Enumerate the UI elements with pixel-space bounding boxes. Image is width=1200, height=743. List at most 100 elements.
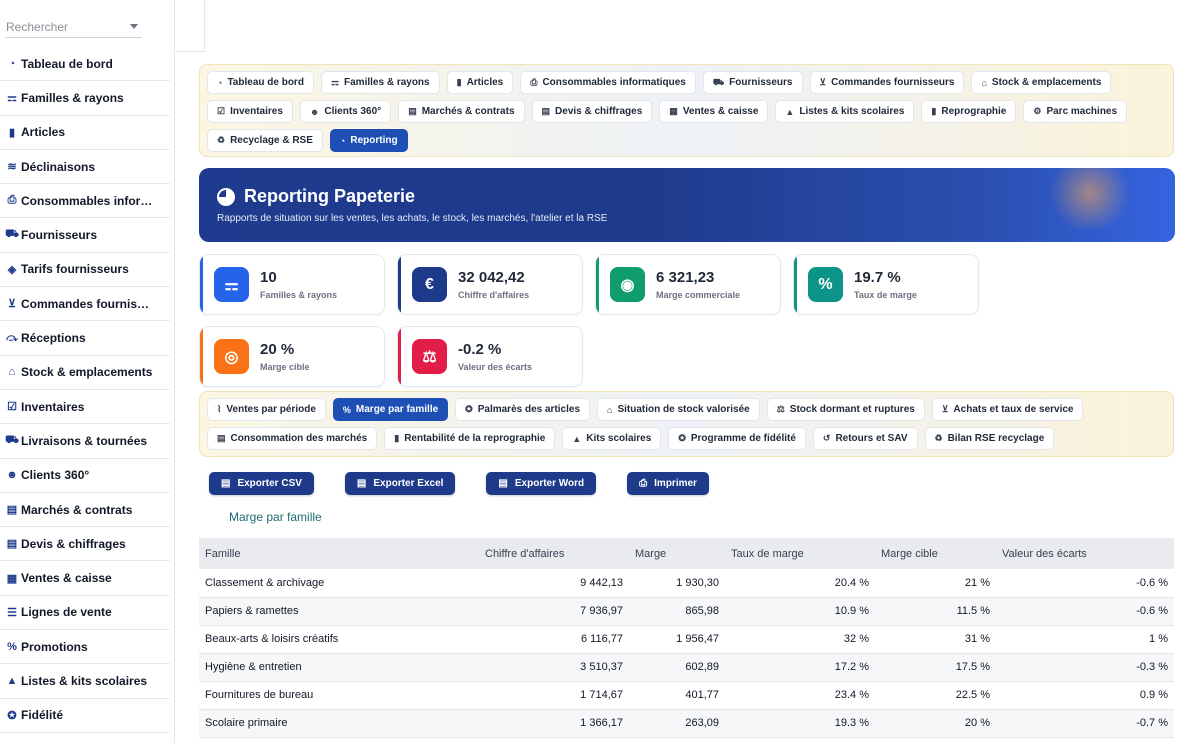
sidebar-item[interactable]: ⌂ Stock & emplacements: [0, 356, 170, 390]
module-tab[interactable]: ▮ Reprographie: [921, 100, 1017, 123]
warehouse-icon: ⌂: [8, 366, 16, 379]
report-tab[interactable]: ▮ Rentabilité de la reprographie: [384, 427, 556, 450]
kpi-value: 19.7 %: [854, 269, 901, 286]
cart-icon: ⊻: [7, 298, 17, 311]
table-cell: 17.5 %: [955, 661, 990, 673]
sidebar-item[interactable]: ⚎ Familles & rayons: [0, 81, 170, 116]
sidebar-item[interactable]: ✪ Fidélité: [0, 699, 170, 733]
sidebar-item[interactable]: ▤ Devis & chiffrages: [0, 527, 170, 562]
module-tab[interactable]: ☻ Clients 360°: [299, 100, 392, 123]
module-tab[interactable]: ▦ Ventes & caisse: [659, 100, 769, 123]
award-icon: ✪: [465, 404, 473, 414]
report-tab[interactable]: ▲ Kits scolaires: [562, 427, 662, 450]
export-button[interactable]: ⎙ Imprimer: [627, 472, 709, 495]
export-button[interactable]: ▤ Exporter CSV: [209, 472, 314, 495]
table-cell: Scolaire primaire: [205, 717, 288, 729]
sidebar-item-label: Listes & kits scolaires: [21, 673, 148, 688]
module-tab[interactable]: ⎙ Consommables informatiques: [520, 71, 696, 94]
kpi-card: ◎ 20 % Marge cible: [199, 326, 385, 387]
sidebar-item[interactable]: ≋ Déclinaisons: [0, 150, 170, 185]
report-tabs: ⌇ Ventes par période % Marge par famille ✪ Pa…: [199, 391, 1174, 457]
sidebar-item[interactable]: ⊻ Commandes fournis…: [0, 287, 170, 322]
tab-label: Listes & kits scolaires: [799, 106, 905, 117]
module-tab[interactable]: ☑ Inventaires: [207, 100, 293, 123]
module-tab[interactable]: ⊻ Commandes fournisseurs: [809, 71, 965, 94]
module-tab[interactable]: ♻ Recyclage & RSE: [207, 129, 323, 152]
tab-label: Situation de stock valorisée: [617, 404, 750, 415]
printer-icon: ⎙: [530, 77, 538, 87]
table-cell: Beaux-arts & loisirs créatifs: [205, 633, 339, 645]
sidebar-item[interactable]: ⤼ Réceptions: [0, 321, 170, 356]
report-tab[interactable]: ✪ Programme de fidélité: [668, 427, 806, 450]
report-tab[interactable]: ⊻ Achats et taux de service: [931, 398, 1084, 421]
module-tab[interactable]: ◔ Reporting: [329, 129, 408, 152]
sidebar-item[interactable]: ☻ Clients 360°: [0, 459, 170, 493]
sidebar-item-label: Réceptions: [21, 331, 86, 346]
kpi-label: Chiffre d'affaires: [458, 290, 530, 300]
report-tab[interactable]: ⚖ Stock dormant et ruptures: [766, 398, 925, 421]
table-cell: 31 %: [964, 633, 990, 645]
sidebar-item[interactable]: ▮ Articles: [0, 116, 170, 150]
module-tab[interactable]: ⚎ Familles & rayons: [320, 71, 440, 94]
table-cell: 865,98: [685, 605, 719, 617]
sidebar-item[interactable]: ▤ Marchés & contrats: [0, 493, 170, 528]
column-header: Marge cible: [881, 547, 938, 560]
report-tab[interactable]: ⌇ Ventes par période: [207, 398, 326, 421]
sidebar-item[interactable]: % Promotions: [0, 630, 170, 665]
dashboard-icon: ◔: [8, 57, 16, 70]
report-tab[interactable]: ▤ Consommation des marchés: [207, 427, 378, 450]
module-tab[interactable]: ▮ Articles: [446, 71, 514, 94]
tab-label: Reprographie: [941, 106, 1007, 117]
module-tab[interactable]: ⛟ Fournisseurs: [702, 71, 803, 94]
report-tab[interactable]: ♻ Bilan RSE recyclage: [924, 427, 1055, 450]
sidebar-item[interactable]: ⛟ Livraisons & tournées: [0, 424, 170, 459]
export-button[interactable]: ▤ Exporter Word: [486, 472, 597, 495]
kpi-card: ◉ 6 321,23 Marge commerciale: [595, 254, 781, 315]
print-icon: ⎙: [639, 478, 648, 489]
search-select[interactable]: Rechercher: [5, 14, 142, 38]
table-cell: Classement & archivage: [205, 576, 325, 589]
export-button[interactable]: ▤ Exporter Excel: [344, 472, 456, 495]
sidebar-item[interactable]: ◈ Tarifs fournisseurs: [0, 253, 170, 288]
warehouse-icon: ⌂: [981, 77, 987, 88]
kpi-card: ⚖ -0.2 % Valeur des écarts: [397, 326, 583, 387]
module-tab[interactable]: ⌂ Stock & emplacements: [971, 71, 1112, 94]
sidebar-item[interactable]: ☑ Inventaires: [0, 390, 170, 425]
book-icon: ▮: [8, 126, 16, 139]
module-tab[interactable]: ⚙ Parc machines: [1023, 100, 1128, 123]
sidebar-item[interactable]: ◔ Tableau de bord: [0, 47, 170, 82]
module-tab[interactable]: ▤ Devis & chiffrages: [531, 100, 653, 123]
table-row: Fournitures de bureau 1 714,67 401,77 23.4 …: [199, 681, 1174, 709]
table-header-row: Famille Chiffre d'affaires Marge Taux de ma…: [199, 538, 1174, 569]
truck-icon: ⛟: [5, 228, 19, 241]
balance-scale-icon: ⚖: [776, 404, 785, 414]
table-cell: 263,09: [685, 717, 719, 729]
sidebar-item-label: Devis & chiffrages: [21, 536, 126, 551]
report-tab[interactable]: ↺ Retours et SAV: [812, 427, 918, 450]
report-tab[interactable]: ✪ Palmarès des articles: [455, 398, 591, 421]
chevron-down-icon[interactable]: [130, 24, 138, 29]
table-cell: 1 366,17: [580, 717, 623, 729]
module-tab[interactable]: ▤ Marchés & contrats: [398, 100, 525, 123]
contract-icon: ▤: [217, 433, 226, 443]
report-tab[interactable]: ⌂ Situation de stock valorisée: [597, 398, 760, 421]
tab-label: Achats et taux de service: [953, 404, 1074, 415]
chart-line-icon: ⌇: [217, 404, 222, 414]
sidebar-item[interactable]: ⛟ Fournisseurs: [0, 218, 170, 253]
quote-icon: ▤: [541, 106, 551, 116]
sidebar-item[interactable]: ☰ Lignes de vente: [0, 596, 170, 631]
sidebar-item[interactable]: ▲ Listes & kits scolaires: [0, 664, 170, 699]
sidebar-item[interactable]: ⎙ Consommables infor…: [0, 184, 170, 219]
module-tab[interactable]: ◔ Tableau de bord: [207, 71, 314, 94]
table-cell: 1 714,67: [580, 689, 623, 701]
report-tab[interactable]: % Marge par famille: [332, 398, 449, 421]
sidebar-item-label: Commandes fournis…: [21, 296, 150, 311]
tab-label: Consommables informatiques: [542, 77, 686, 88]
sidebar-item[interactable]: ▦ Ventes & caisse: [0, 561, 170, 596]
column-header: Chiffre d'affaires: [485, 547, 565, 560]
table-cell: -0.6 %: [1136, 576, 1168, 589]
table-cell: 19.3 %: [834, 717, 869, 729]
sidebar-item-label: Promotions: [21, 639, 88, 654]
module-tab[interactable]: ▲ Listes & kits scolaires: [775, 100, 915, 123]
table-cell: 20.4 %: [834, 576, 869, 589]
